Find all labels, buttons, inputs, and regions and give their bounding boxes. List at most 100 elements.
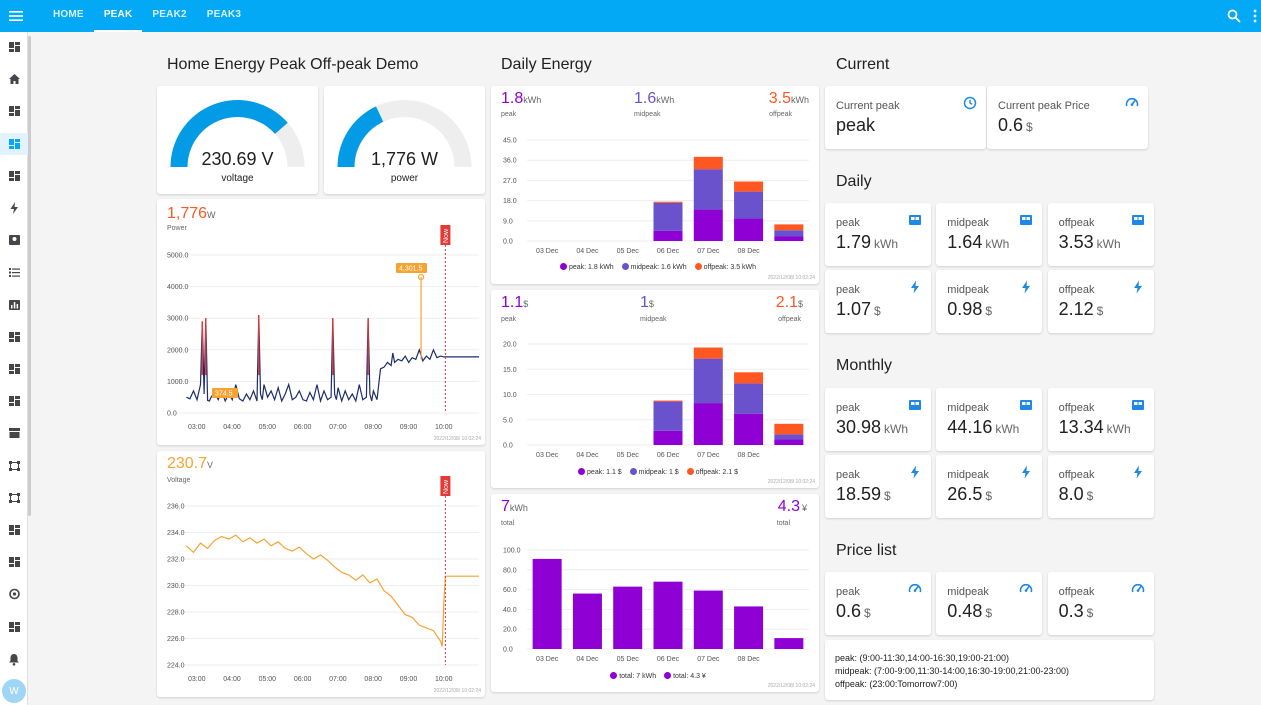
entity-value: 30.98 kWh [836, 417, 909, 437]
dashboard-icon[interactable] [0, 100, 28, 122]
x-tick-label: 05 Dec [617, 248, 640, 255]
search-icon[interactable] [1227, 9, 1241, 23]
entity-card-monthly-midpeak[interactable]: midpeak 44.16 kWh [936, 388, 1043, 451]
dashboard-icon[interactable] [0, 326, 28, 348]
total-card[interactable]: 7kWh total 4.3 ¥ total 0.0 20.0 40.0 60.0 80.… [491, 494, 819, 692]
meter-icon [1020, 215, 1033, 225]
power-gauge-card[interactable]: 1,776 W power [324, 86, 485, 194]
entity-value: 0.98 $ [947, 299, 993, 319]
voltage-gauge-card[interactable]: 230.69 V voltage [157, 86, 318, 194]
now-marker [440, 225, 451, 245]
entity-card-monthly-peak[interactable]: peak 18.59 $ [825, 455, 931, 518]
legend-dot-midpeak [629, 468, 637, 475]
tab-peak[interactable]: PEAK [93, 0, 143, 32]
settings-icon[interactable] [0, 583, 28, 605]
entity-value: 8.0 $ [1058, 484, 1094, 504]
dashboard-icon[interactable] [0, 390, 28, 412]
voltage-history-card[interactable]: 230.7V Voltage 224.0 226.0 228.0 230.0 232.0… [157, 451, 485, 697]
tab-peak3[interactable]: PEAK3 [206, 9, 242, 20]
entity-card-daily-peak[interactable]: peak 1.07 $ [825, 270, 931, 333]
entity-card-daily-peak[interactable]: peak 1.79 kWh [825, 203, 931, 266]
dashboard-icon[interactable] [0, 358, 28, 380]
store-icon[interactable] [0, 422, 28, 444]
daily-cost-card[interactable]: 1.1$ peak 1$ midpeak 2.1$ offpeak 0.0 5.0… [491, 290, 819, 488]
dashboard-icon[interactable] [0, 132, 28, 155]
menu-icon[interactable] [0, 0, 32, 32]
x-tick-label: 10:00 [435, 676, 453, 683]
sidebar-scrollbar[interactable] [28, 36, 31, 516]
entity-value: 13.34 kWh [1058, 417, 1131, 437]
entity-card-price-peak[interactable]: peak 0.6 $ [825, 572, 931, 635]
list-icon[interactable] [0, 261, 28, 283]
entity-card-daily-midpeak[interactable]: midpeak 1.64 kWh [936, 203, 1043, 266]
x-tick-label: 06 Dec [657, 656, 680, 663]
graph-icon[interactable] [0, 487, 28, 509]
entity-card-daily-midpeak[interactable]: midpeak 0.98 $ [936, 270, 1043, 333]
price-note-midpeak: midpeak: (7:00-9:00,11:30-14:00,16:30-19… [835, 666, 1069, 676]
y-tick-label: 20.0 [503, 342, 517, 349]
entity-card-daily-offpeak[interactable]: offpeak 2.12 $ [1047, 270, 1154, 333]
x-tick-label: 09:00 [400, 424, 418, 431]
entity-card-monthly-offpeak[interactable]: offpeak 13.34 kWh [1047, 388, 1154, 451]
bar-segment-offpeak [774, 224, 804, 231]
x-tick-label: 06:00 [294, 676, 312, 683]
entity-value: 3.53 kWh [1058, 232, 1121, 252]
avatar[interactable]: W [2, 679, 26, 703]
dashboard-icon[interactable] [0, 165, 28, 187]
entity-name: midpeak [947, 469, 989, 481]
y-tick-label: 232.0 [167, 557, 185, 564]
dashboard-icon[interactable] [0, 616, 28, 638]
bar-segment-peak [774, 439, 804, 445]
y-tick-label: 36.0 [503, 158, 517, 165]
entity-card-daily-offpeak[interactable]: offpeak 3.53 kWh [1047, 203, 1154, 266]
entity-card-price-offpeak[interactable]: offpeak 0.3 $ [1047, 572, 1154, 635]
cost-timestamp: 2022/12/08/ 10:02:24 [767, 479, 815, 485]
x-tick-label: 07:00 [329, 424, 347, 431]
entity-card-monthly-peak[interactable]: peak 30.98 kWh [825, 388, 931, 451]
tab-home[interactable]: HOME [53, 9, 84, 20]
y-tick-label: 40.0 [503, 607, 517, 614]
section-title-daily: Daily [836, 173, 872, 190]
x-tick-label: 04:00 [223, 424, 241, 431]
chart-icon[interactable] [0, 294, 28, 316]
y-tick-label: 2000.0 [167, 347, 189, 354]
dashboard-icon[interactable] [0, 551, 28, 573]
daily-energy-card[interactable]: 1.8kWh peak 1.6kWh midpeak 3.5kWh offpea… [491, 86, 819, 284]
entity-value: 1.64 kWh [947, 232, 1010, 252]
dashboard-icon[interactable] [0, 519, 28, 541]
gauge-icon [1020, 583, 1033, 593]
graph-icon[interactable] [0, 455, 28, 477]
entity-card-monthly-offpeak[interactable]: offpeak 8.0 $ [1047, 455, 1154, 518]
entity-value: 1.79 kWh [836, 232, 899, 252]
bar-segment-peak [693, 403, 723, 445]
voltage-line-chart: 224.0 226.0 228.0 230.0 232.0 234.0 236.0 03:00… [167, 476, 479, 683]
price-notes: peak: (9:00-11:30,14:00-16:30,19:00-21:0… [835, 652, 1069, 691]
y-tick-label: 0.0 [167, 411, 177, 418]
entity-card-monthly-midpeak[interactable]: midpeak 26.5 $ [936, 455, 1043, 518]
power-history-card[interactable]: 1,776W Power 0.0 1000.0 2000.0 3000.0 4000.0… [157, 199, 485, 445]
x-tick-label: 09:00 [400, 676, 418, 683]
tab-peak2[interactable]: PEAK2 [152, 9, 187, 20]
daily-energy-bar-chart: 0.0 9.0 18.0 27.0 36.0 45.0 03 Dec 04 Dec 05 Dec… [503, 138, 809, 255]
y-tick-label: 20.0 [503, 627, 517, 634]
home-icon[interactable] [0, 68, 28, 90]
min-value-label: 374.5 [215, 391, 233, 398]
more-options-icon[interactable] [1253, 9, 1257, 23]
account-box-icon[interactable] [0, 229, 28, 251]
entity-value: 2.12 $ [1058, 299, 1104, 319]
dashboard-icon[interactable] [0, 36, 28, 58]
gauge-icon [908, 583, 922, 593]
notifications-icon[interactable] [0, 648, 28, 670]
bar-segment-midpeak [734, 383, 764, 414]
x-tick-label: 03 Dec [536, 452, 559, 459]
entity-card-price-midpeak[interactable]: midpeak 0.48 $ [936, 572, 1043, 635]
entity-card-current-current-peak-price[interactable]: Current peak Price 0.6 $ [987, 86, 1148, 149]
energy-offpeak-label: offpeak [769, 111, 792, 118]
y-tick-label: 224.0 [167, 663, 185, 670]
price-note-peak: peak: (9:00-11:30,14:00-16:30,19:00-21:0… [835, 653, 1009, 663]
entity-card-current-current-peak[interactable]: Current peak peak [825, 86, 986, 149]
lightning-icon[interactable] [0, 197, 28, 219]
y-tick-label: 0.0 [503, 647, 513, 654]
cost-peak-stat: 1.1$ [501, 294, 529, 311]
y-tick-label: 9.0 [503, 218, 513, 225]
